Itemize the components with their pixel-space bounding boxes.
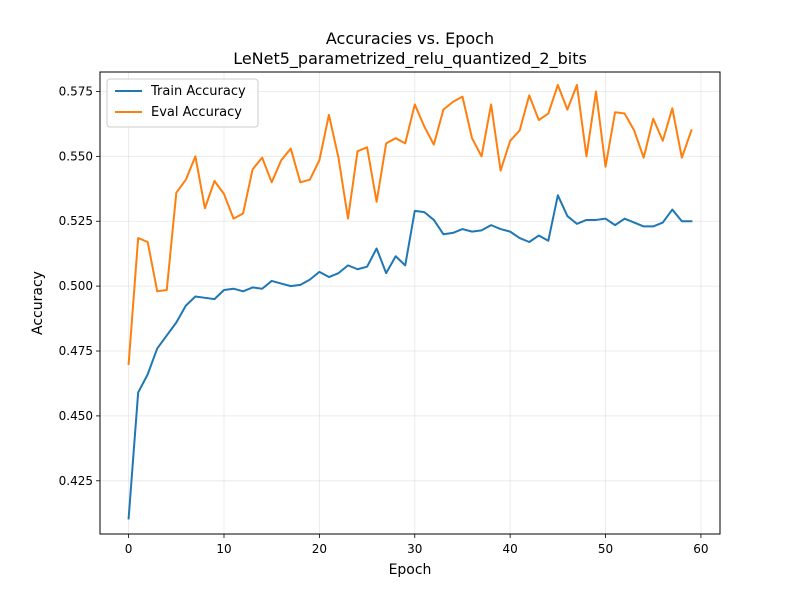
- series-line-eval-accuracy: [127, 83, 693, 366]
- plot-frame: [99, 71, 721, 535]
- x-axis-label: Epoch: [389, 562, 432, 578]
- y-tick-label: 0.450: [59, 409, 93, 423]
- x-tick-label: 30: [407, 542, 422, 556]
- x-tick-label: 20: [312, 542, 327, 556]
- x-tick-label: 60: [693, 542, 708, 556]
- grid-lines: [100, 72, 720, 534]
- y-tick-label: 0.575: [59, 84, 93, 98]
- x-tick-label: 50: [598, 542, 613, 556]
- chart-subtitle: LeNet5_parametrized_relu_quantized_2_bit…: [233, 49, 587, 69]
- series-layer: [127, 83, 693, 520]
- legend: Train Accuracy Eval Accuracy: [106, 78, 259, 128]
- legend-label-eval-accuracy: Eval Accuracy: [151, 105, 242, 120]
- chart-title: Accuracies vs. Epoch: [326, 29, 494, 48]
- y-tick-label: 0.550: [59, 149, 93, 163]
- y-axis-ticks: 0.425 0.450 0.475 0.500 0.525 0.550 0.575: [59, 84, 100, 488]
- y-tick-label: 0.475: [59, 344, 93, 358]
- legend-box: [106, 78, 259, 128]
- y-tick-label: 0.500: [59, 279, 93, 293]
- x-axis-ticks: 0 10 20 30 40 50 60: [125, 534, 709, 556]
- series-line-train-accuracy: [127, 194, 693, 520]
- x-tick-label: 0: [125, 542, 133, 556]
- y-axis-label: Accuracy: [30, 271, 46, 335]
- y-tick-label: 0.425: [59, 474, 93, 488]
- legend-label-train-accuracy: Train Accuracy: [150, 84, 246, 99]
- x-tick-label: 10: [216, 542, 231, 556]
- x-tick-label: 40: [503, 542, 518, 556]
- y-tick-label: 0.525: [59, 214, 93, 228]
